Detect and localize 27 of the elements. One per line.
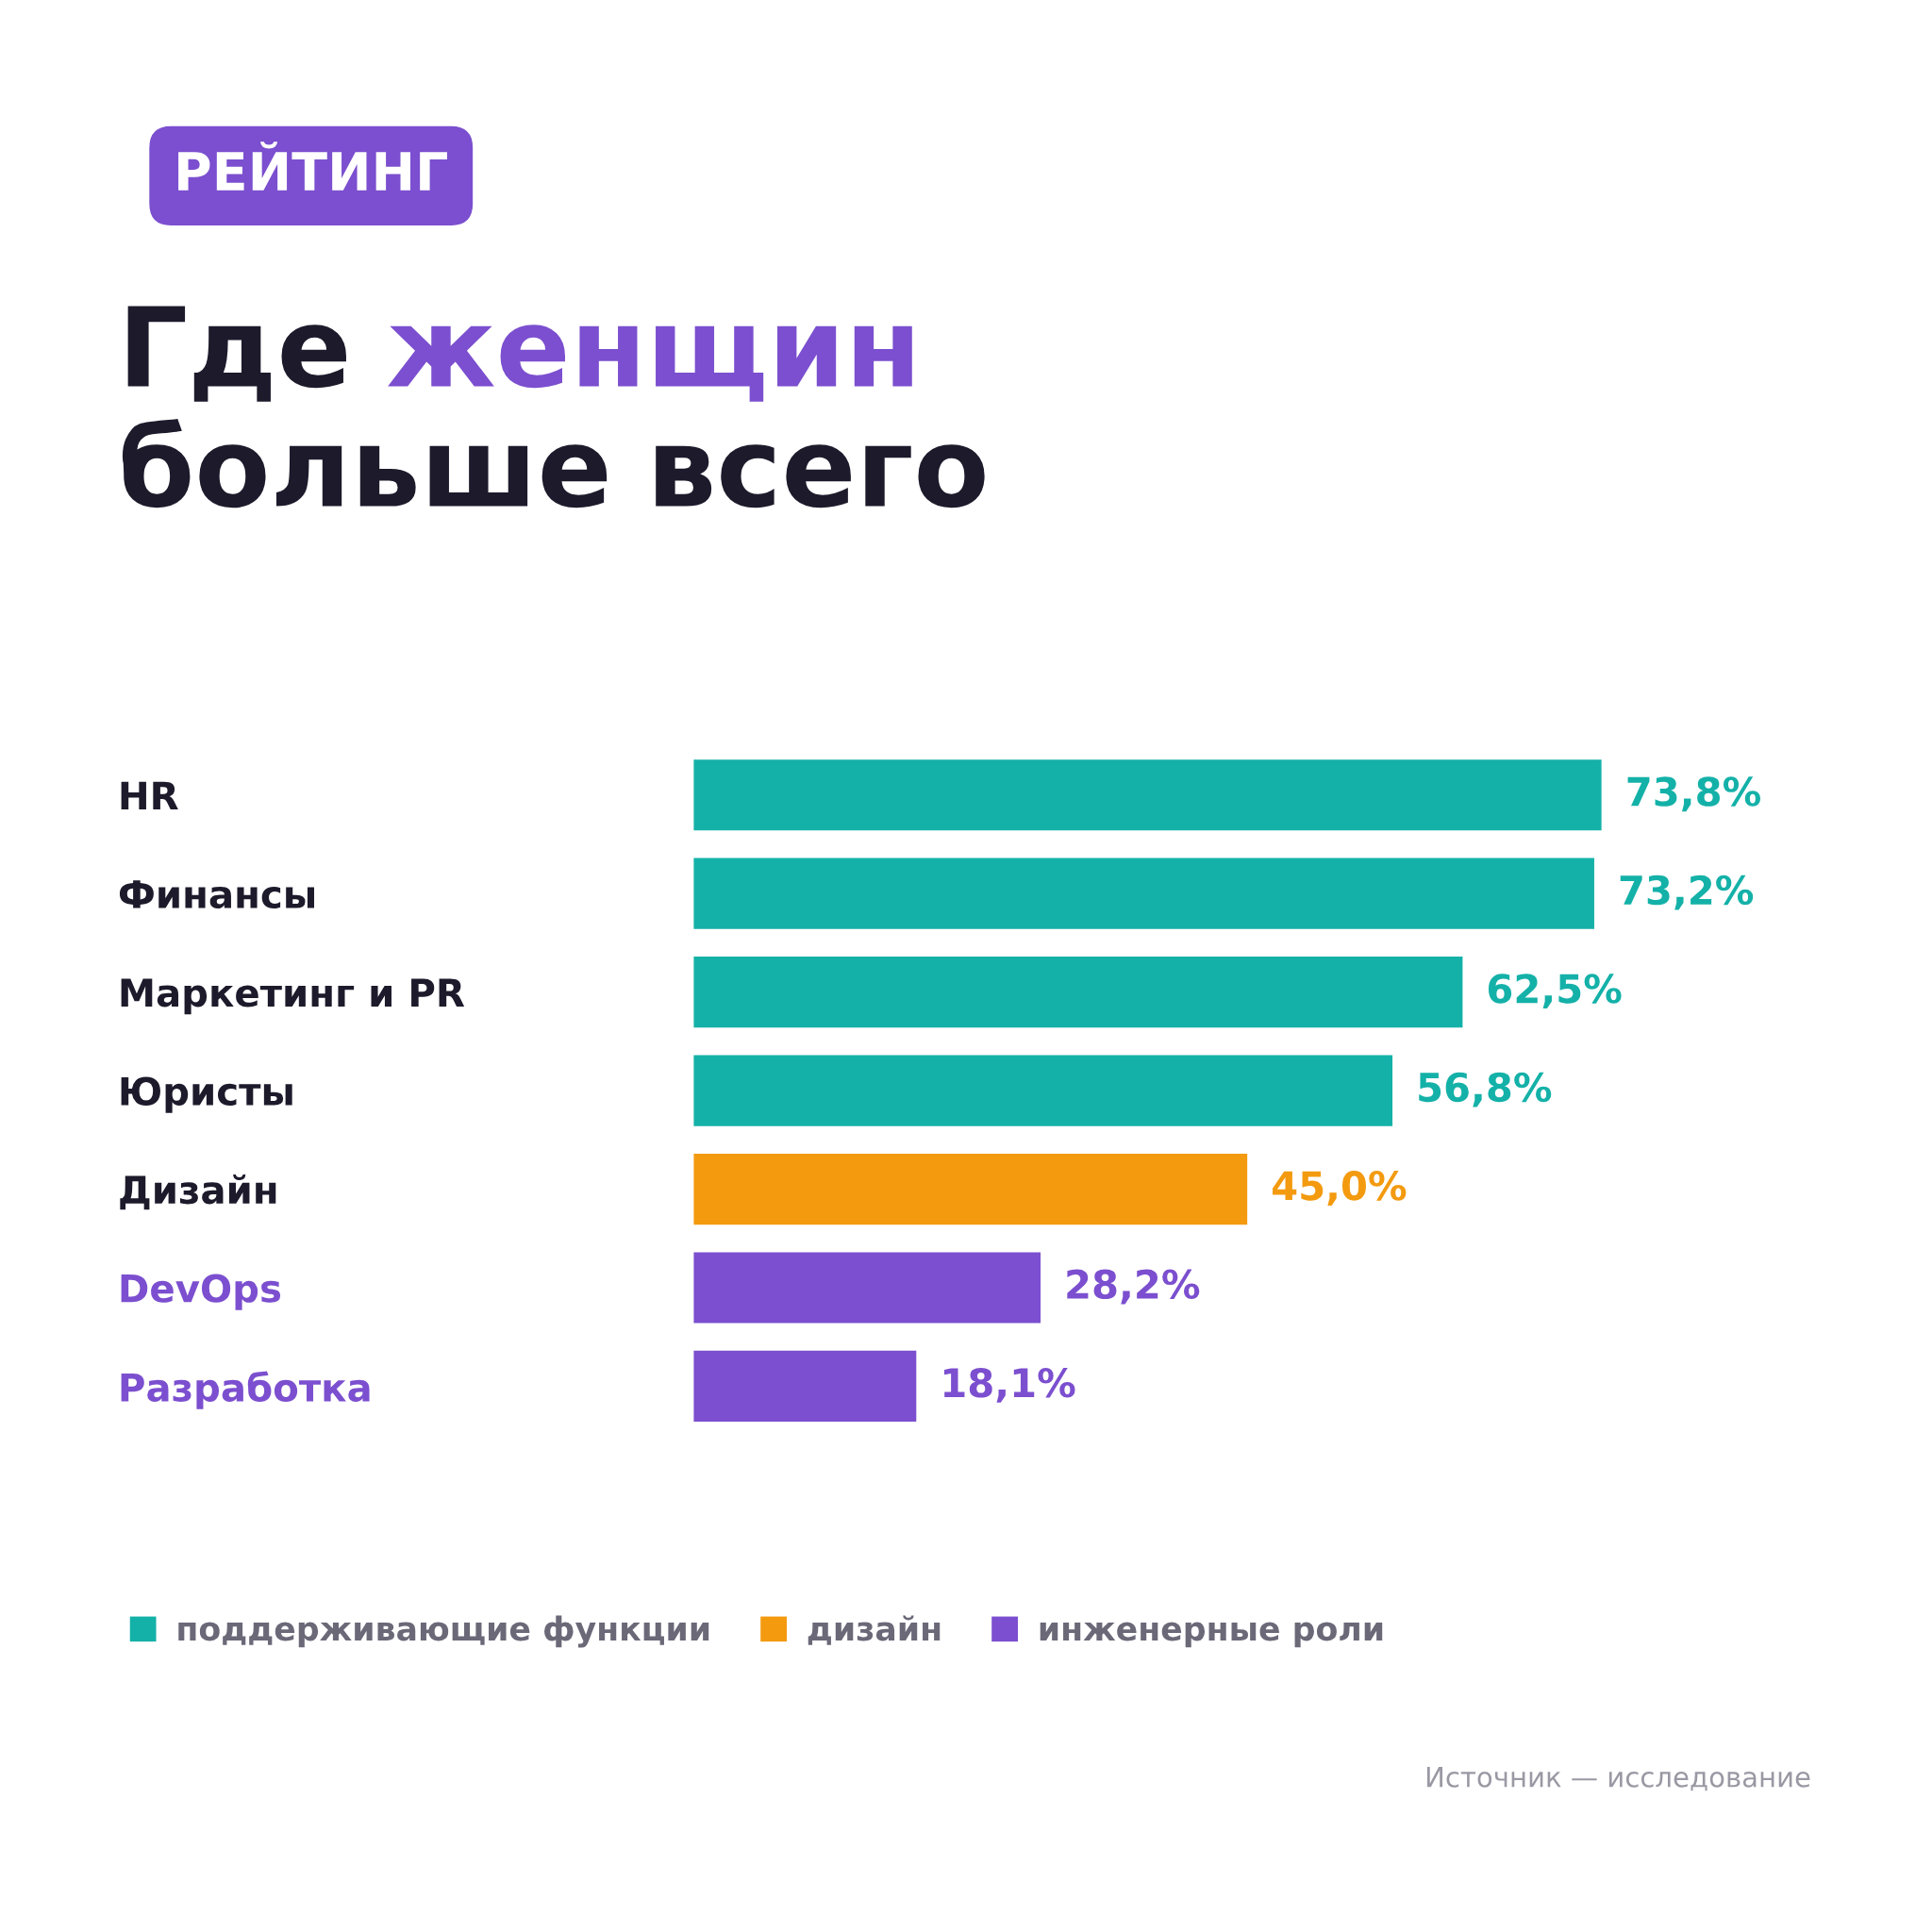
y-tick-label: Дизайн [120,1174,276,1210]
data-label: 28,2% [1067,1269,1200,1305]
y-tick-label: Маркетинг и PR [121,978,465,1015]
bar [693,1252,1041,1324]
y-tick-label: Разработка [121,1371,370,1409]
bar [693,1055,1393,1126]
data-label: 18,1% [944,1368,1075,1403]
chart-title: Где женщин больше всего [122,306,985,508]
legend-label: поддерживающие функции [178,1615,709,1648]
data-label: 56,8% [1419,1072,1552,1108]
y-tick-label: Финансы [119,880,314,909]
bar [693,1153,1248,1225]
data-label: 73,8% [1627,776,1761,812]
data-label: 45,0% [1273,1171,1407,1206]
legend-label: дизайн [808,1615,941,1645]
bar [693,957,1463,1028]
bar [693,759,1602,831]
data-label: 73,2% [1620,874,1754,910]
y-tick-label: Юристы [121,1076,292,1113]
bar [693,858,1594,929]
text: Источник — исследование [1426,1766,1810,1791]
text: РЕЙТИНГ [178,142,447,191]
y-tick-label: HR [121,781,178,810]
bar [693,1350,917,1423]
legend-label: инженерные роли [1040,1622,1383,1648]
data-label: 62,5% [1488,974,1622,1009]
y-tick-label: DevOps [121,1274,281,1310]
